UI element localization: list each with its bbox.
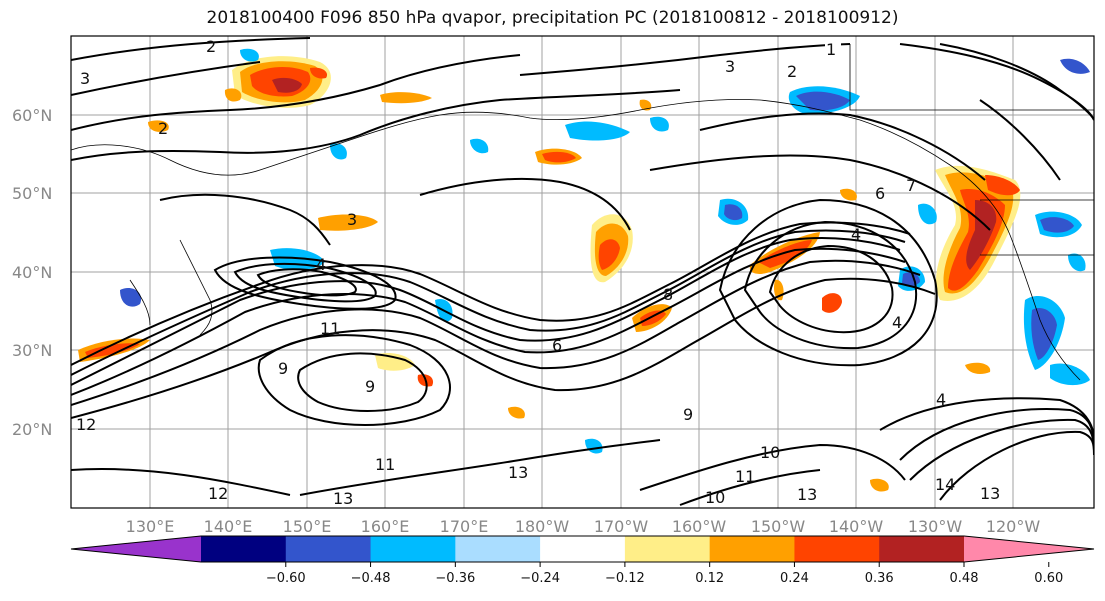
lat-labels: 60°N 50°N 40°N 30°N 20°N <box>12 106 52 439</box>
lon-label: 150°W <box>751 517 806 536</box>
contour-label: 4 <box>892 313 902 332</box>
colorbar: −0.60 −0.48 −0.36 −0.24 −0.12 0.12 0.24 0.36 0.4… <box>70 535 1095 586</box>
contour-label: 3 <box>80 69 90 88</box>
lat-label: 40°N <box>12 263 52 282</box>
lon-label: 140°W <box>829 517 884 536</box>
colorbar-tick-label: −0.24 <box>520 571 560 586</box>
colorbar-extend-high <box>964 536 1094 562</box>
lat-label: 20°N <box>12 420 52 439</box>
lon-label: 170°E <box>440 517 489 536</box>
colorbar-tick-label: 0.60 <box>1034 571 1063 586</box>
coastlines <box>71 44 1094 381</box>
contour-label: 8 <box>663 285 673 304</box>
contour-label: 1 <box>826 40 836 59</box>
map-area <box>71 36 1094 508</box>
contour-label: 12 <box>76 415 96 434</box>
colorbar-tick-label: 0.24 <box>780 571 809 586</box>
contour-label: 2 <box>158 119 168 138</box>
lat-label: 50°N <box>12 184 52 203</box>
colorbar-segment <box>540 536 626 562</box>
contour-label: 13 <box>333 489 353 508</box>
contour-label: 7 <box>906 176 916 195</box>
colorbar-segment <box>709 536 795 562</box>
contour-label: 9 <box>278 359 288 378</box>
qvapor-contours <box>71 37 1094 506</box>
colorbar-outline <box>70 535 1095 563</box>
contour-label: 11 <box>735 467 755 486</box>
lon-label: 130°W <box>908 517 963 536</box>
lon-label: 140°E <box>204 517 253 536</box>
colorbar-segment <box>455 536 541 562</box>
colorbar-tick-label: 0.48 <box>950 571 979 586</box>
colorbar-segment <box>370 536 456 562</box>
map-frame <box>70 35 1095 509</box>
colorbar-segment <box>794 536 880 562</box>
contour-label: 6 <box>552 336 562 355</box>
contour-label: 2 <box>206 37 216 56</box>
contour-label: 12 <box>208 484 228 503</box>
colorbar-tick-label: −0.60 <box>266 571 306 586</box>
contour-label: 10 <box>760 443 780 462</box>
lat-label: 30°N <box>12 341 52 360</box>
contour-label: 4 <box>851 225 861 244</box>
colorbar-segment <box>201 536 287 562</box>
contour-label: 9 <box>683 405 693 424</box>
contour-label: 11 <box>375 455 395 474</box>
precip-shading <box>78 48 1090 492</box>
lon-label: 150°E <box>283 517 332 536</box>
contour-label-group: 1 2 2 2 3 3 3 4 4 4 4 6 6 7 9 9 10 10 11… <box>76 37 1000 508</box>
graticule <box>71 36 1094 508</box>
lon-label: 180°W <box>515 517 570 536</box>
contour-label: 2 <box>787 62 797 81</box>
contour-label: 13 <box>508 463 528 482</box>
contour-label: 6 <box>875 184 885 203</box>
contour-label: 3 <box>725 57 735 76</box>
colorbar-segment <box>624 536 711 562</box>
contour-label: 11 <box>320 319 340 338</box>
lon-labels: 130°E 140°E 150°E 160°E 170°E 180°W 170°… <box>126 517 1041 536</box>
colorbar-tick-label: −0.36 <box>435 571 475 586</box>
colorbar-tick-label: 0.36 <box>865 571 894 586</box>
lon-label: 130°E <box>126 517 175 536</box>
lat-label: 60°N <box>12 106 52 125</box>
colorbar-tick-label: 0.12 <box>695 571 724 586</box>
contour-label: 14 <box>935 475 955 494</box>
lon-label: 160°W <box>672 517 727 536</box>
contour-label: 13 <box>980 484 1000 503</box>
colorbar-segment <box>879 536 965 562</box>
colorbar-extend-low <box>71 536 201 562</box>
colorbar-tick-label: −0.12 <box>605 571 645 586</box>
contour-label: 4 <box>316 255 326 274</box>
map-title: 2018100400 F096 850 hPa qvapor, precipit… <box>206 8 899 28</box>
contour-label: 10 <box>705 488 725 507</box>
contour-label: 13 <box>797 485 817 504</box>
colorbar-tick-label: −0.48 <box>351 571 391 586</box>
lon-label: 120°W <box>986 517 1041 536</box>
contour-label: 3 <box>347 210 357 229</box>
lon-label: 170°W <box>594 517 649 536</box>
lon-label: 160°E <box>361 517 410 536</box>
contour-label: 9 <box>365 377 375 396</box>
colorbar-segment <box>285 536 372 562</box>
contour-label: 4 <box>936 390 946 409</box>
